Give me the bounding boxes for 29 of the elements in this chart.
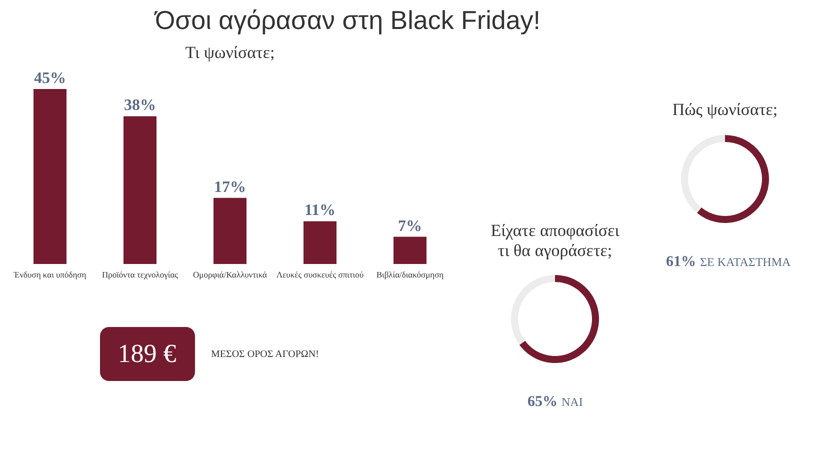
chart-title: Πώς ψωνίσατε; (672, 100, 778, 119)
data-label: 11% (304, 202, 336, 220)
x-tick-label: Βιβλία/διακόσμηση (376, 270, 444, 280)
x-tick-label: Λευκές συσκευές σπιτιού (276, 270, 364, 280)
slice-label: ΝΑΙ (562, 395, 583, 409)
data-label: 61% (666, 254, 696, 270)
x-tick-label: Ομορφιά/Καλλυντικά (193, 270, 268, 280)
donut-slice (511, 275, 555, 345)
text: ΜΕΣΟΣ ΟΡΟΣ ΑΓΟΡΩΝ! (211, 349, 319, 360)
text: Όσοι αγόρασαν στη Black Friday! (154, 5, 541, 35)
donut-slice (681, 135, 725, 213)
x-tick-label: Προϊόντα τεχνολογίας (102, 270, 179, 280)
chart-title: Είχατε αποφασίσει τι θα αγοράσετε; (490, 221, 620, 260)
data-label: 45% (34, 70, 66, 87)
x-tick-label: Ένδυση και υπόδηση (12, 270, 86, 280)
bar (394, 236, 426, 264)
bar (304, 221, 336, 264)
bar (214, 198, 246, 264)
donut-slice (696, 135, 769, 223)
chart-title: Τι ψωνίσατε; (185, 43, 275, 62)
text: 189 € (118, 339, 176, 368)
data-label: 17% (214, 178, 246, 196)
bar (124, 116, 156, 264)
slice-label: ΣΕ ΚΑΤΑΣΤΗΜΑ (700, 255, 792, 269)
data-label: 65% (528, 394, 558, 410)
bar (34, 89, 66, 264)
data-label: 38% (124, 97, 156, 114)
donut-slice (519, 275, 599, 363)
data-label: 7% (398, 218, 422, 235)
